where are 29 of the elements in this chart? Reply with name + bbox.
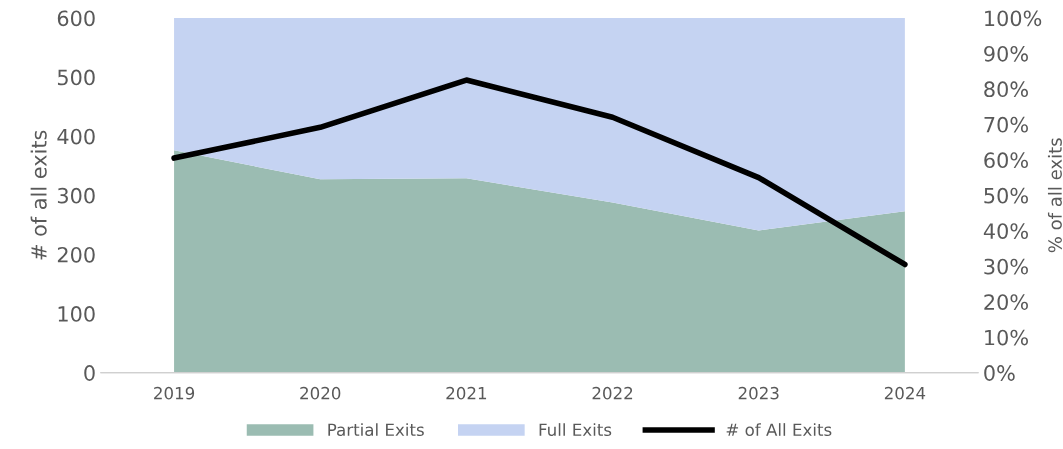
y-tick-label: 600 [57,10,95,27]
y-tick-label: 0 [84,365,95,381]
y2-tick-label: 0% [984,365,1015,381]
y-axis-title: # of all exits [30,130,47,260]
y2-tick-label: 10% [985,329,1028,346]
y-tick-label: 400 [57,128,95,145]
x-tick-label: 2022 [592,386,633,400]
x-tick-label: 2024 [884,386,926,400]
y-tick-label: 100 [58,306,95,322]
y2-tick-label: 20% [984,294,1028,310]
y2-tick-label: 30% [984,258,1028,275]
y-tick-label: 300 [57,187,95,204]
y-tick-label: 200 [57,246,95,263]
y-tick-label: 500 [57,69,95,86]
y2-tick-label: 90% [984,45,1028,62]
legend-label: # of All Exits [726,423,832,437]
y2-tick-label: 70% [984,116,1028,133]
legend-label: Full Exits [539,423,612,437]
y2-tick-label: 50% [984,187,1028,204]
x-tick-label: 2020 [300,386,341,400]
y2-axis-title: % of all exits [1047,138,1062,253]
y2-tick-label: 80% [984,81,1028,98]
x-tick-label: 2019 [154,386,195,400]
y2-tick-label: 40% [983,223,1028,239]
y2-tick-label: 60% [984,152,1028,169]
legend-label: Partial Exits [328,423,424,437]
x-tick-label: 2021 [446,386,487,400]
x-tick-label: 2023 [738,386,779,400]
y2-tick-label: 100% [985,10,1042,27]
